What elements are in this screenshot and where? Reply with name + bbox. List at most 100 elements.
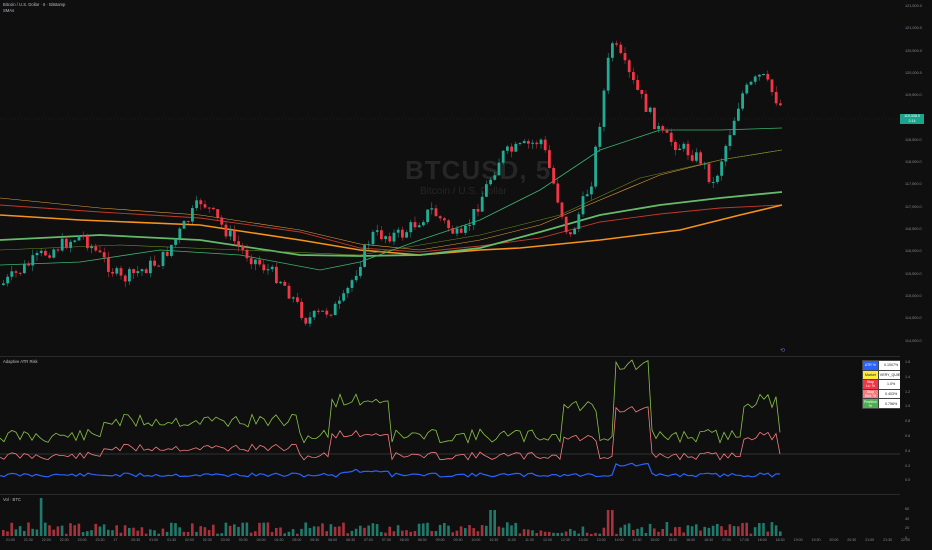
volume-bar bbox=[241, 522, 244, 536]
time-axis-tick: 07:30 bbox=[381, 538, 391, 542]
volume-chart[interactable] bbox=[0, 495, 900, 537]
time-axis-tick: 14:00 bbox=[614, 538, 624, 542]
candle-body bbox=[144, 269, 148, 274]
volume-bar bbox=[2, 530, 5, 536]
atr-indicator-title[interactable]: Adaptive ATR Risk bbox=[3, 359, 38, 364]
candle-body bbox=[10, 271, 14, 277]
time-axis-tick: 03:30 bbox=[238, 538, 248, 542]
candle-body bbox=[531, 142, 534, 144]
volume-bar bbox=[514, 522, 517, 536]
table-key-stop-loss: Stop Lo. % bbox=[862, 379, 879, 390]
volume-bar bbox=[102, 524, 106, 536]
volume-bar bbox=[31, 528, 34, 536]
candle-body bbox=[661, 126, 665, 131]
candle-body bbox=[228, 230, 232, 237]
volume-bar bbox=[157, 533, 160, 536]
candle-body bbox=[724, 146, 728, 162]
volume-bar bbox=[413, 531, 417, 536]
last-price-value: 119,338.0 bbox=[904, 114, 920, 118]
candle-body bbox=[686, 143, 690, 156]
time-axis-tick: 11:30 bbox=[525, 538, 534, 542]
volume-bar bbox=[703, 526, 706, 536]
indicator-sma-label[interactable]: SMAs bbox=[3, 8, 15, 13]
volume-bar bbox=[380, 532, 383, 536]
volume-bar bbox=[199, 526, 202, 536]
volume-bar bbox=[56, 526, 60, 536]
volume-bar bbox=[401, 530, 404, 536]
candle-body bbox=[468, 224, 471, 226]
volume-bar bbox=[228, 525, 232, 536]
candle-body bbox=[585, 194, 589, 197]
candle-body bbox=[766, 73, 770, 80]
candle-body bbox=[363, 245, 366, 267]
volume-bar bbox=[711, 525, 715, 536]
time-axis-tick: 19:00 bbox=[793, 538, 803, 542]
time-axis-tick: 14:30 bbox=[632, 538, 642, 542]
candle-body bbox=[325, 310, 329, 315]
indicator-axis-tick: 0.6 bbox=[905, 434, 911, 438]
volume-bar bbox=[430, 531, 433, 536]
candle-body bbox=[451, 228, 455, 234]
candle-body bbox=[115, 268, 119, 274]
candle-body bbox=[241, 245, 245, 250]
time-axis-tick: 09:00 bbox=[435, 538, 445, 542]
atr-indicator-chart[interactable] bbox=[0, 358, 900, 493]
volume-bar bbox=[552, 532, 555, 536]
candle-body bbox=[657, 126, 660, 130]
candle-body bbox=[392, 232, 396, 242]
symbol-title[interactable]: Bitcoin / U.S. Dollar · 5 · Bitstamp bbox=[3, 2, 66, 7]
volume-bar bbox=[128, 527, 131, 536]
volume-bar bbox=[564, 531, 568, 536]
time-axis-tick: 15:00 bbox=[650, 538, 660, 542]
time-axis-tick: 21:00 bbox=[865, 538, 875, 542]
volume-title[interactable]: Vol · BTC bbox=[3, 497, 21, 502]
time-axis-tick: 10:30 bbox=[489, 538, 499, 542]
candle-body bbox=[304, 318, 308, 324]
time-axis-tick: 05:00 bbox=[292, 538, 302, 542]
volume-bar bbox=[48, 525, 51, 536]
candle-body bbox=[6, 276, 9, 284]
volume-bar bbox=[312, 526, 316, 536]
candle-body bbox=[678, 148, 681, 151]
time-axis-tick: 17 bbox=[113, 538, 118, 542]
candle-body bbox=[510, 146, 513, 152]
volume-bar bbox=[140, 527, 144, 536]
volume-bar bbox=[237, 526, 240, 536]
price-chart[interactable]: ⟲ bbox=[0, 0, 900, 355]
price-axis-tick: 114,000.0 bbox=[905, 338, 922, 343]
candle-body bbox=[535, 142, 539, 145]
price-axis-tick: 114,500.0 bbox=[905, 316, 922, 321]
volume-bar bbox=[539, 530, 543, 536]
time-axis-tick: 22:00 bbox=[41, 538, 51, 542]
indicator-axis-tick: 0.0 bbox=[905, 478, 911, 483]
time-axis-tick: 08:00 bbox=[399, 538, 409, 542]
volume-bar bbox=[329, 524, 333, 536]
candle-body bbox=[354, 275, 358, 281]
volume-bar bbox=[77, 523, 81, 536]
ema-red-line bbox=[0, 204, 783, 253]
volume-bar bbox=[648, 523, 652, 536]
volume-bar bbox=[531, 530, 534, 536]
candle-body bbox=[195, 200, 198, 209]
volume-bar bbox=[615, 533, 618, 536]
volume-bar bbox=[27, 522, 30, 536]
candle-body bbox=[632, 72, 635, 81]
atr-info-table: ATR % 0.1007% Market VERY_QUIET Stop Lo. %… bbox=[862, 360, 905, 409]
candle-body bbox=[86, 235, 89, 249]
volume-bar bbox=[661, 529, 664, 536]
candle-body bbox=[69, 241, 72, 248]
candle-body bbox=[674, 142, 677, 151]
price-axis[interactable]: 121,500.0 121,000.0 120,500.0 120,000.0 119,… bbox=[900, 0, 932, 550]
candle-body bbox=[690, 155, 694, 161]
volume-bar bbox=[745, 522, 748, 536]
candle-body bbox=[405, 232, 408, 238]
candle-body bbox=[111, 271, 114, 274]
volume-bar bbox=[665, 522, 669, 536]
table-key-market: Market bbox=[862, 369, 879, 381]
volume-bar bbox=[359, 525, 362, 536]
volume-bar bbox=[354, 528, 358, 536]
volume-bar bbox=[737, 526, 740, 536]
candle-body bbox=[140, 269, 144, 272]
time-axis[interactable]: 21:00 21:30 22:00 22:30 23:00 23:30 17 00:30 01:… bbox=[0, 536, 910, 550]
candle-body bbox=[23, 264, 26, 274]
